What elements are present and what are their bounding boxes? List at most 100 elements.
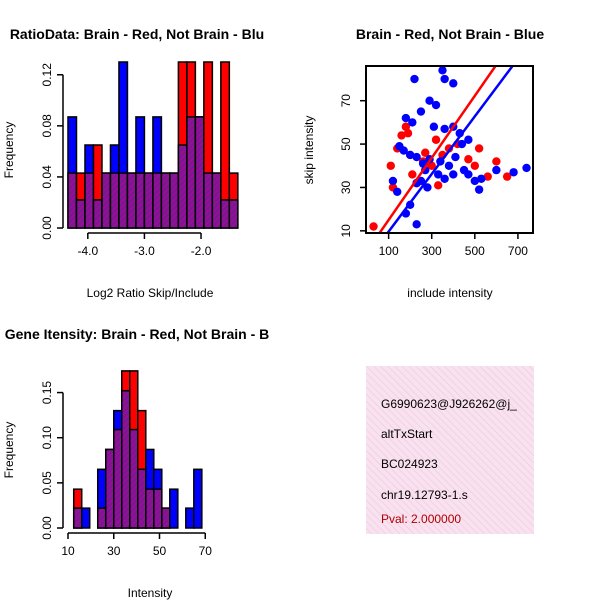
overlap-bar (135, 172, 146, 229)
points-group (369, 66, 531, 233)
scatter-point (369, 222, 378, 231)
overlap-bar (72, 507, 83, 529)
scatter-point (431, 100, 441, 110)
overlap-bar (169, 172, 180, 229)
overlap-bar (101, 172, 112, 229)
overlap-bar (153, 488, 163, 529)
overlap-bar (126, 172, 137, 229)
overlap-bar (152, 172, 163, 229)
y-tick-label: 30 (339, 180, 353, 194)
histogram-bar (185, 507, 195, 529)
scatter-point (477, 174, 486, 183)
histogram-bar (80, 507, 91, 529)
y-tick-label: 0.00 (40, 516, 54, 540)
scatter-point (412, 152, 421, 162)
overlap-bar (228, 199, 239, 229)
x-tick-label: 10 (61, 544, 75, 558)
scatter-point (416, 107, 426, 116)
overlap-bar (160, 172, 171, 229)
fit-line (378, 66, 498, 233)
y-tick-label: 70 (339, 94, 353, 108)
scatter-point (464, 155, 473, 164)
overlap-bar (220, 199, 231, 229)
plot-frame (365, 65, 534, 234)
overlap-bar (92, 199, 103, 229)
scatter-point (431, 135, 441, 144)
scatter-point (433, 181, 443, 190)
x-axis-label: Log2 Ratio Skip/Include (87, 286, 214, 300)
scatter-point (397, 131, 406, 140)
overlap-bar (84, 172, 95, 229)
bars-group (72, 370, 203, 529)
scatter-point (403, 129, 413, 138)
y-tick-label: 0.05 (40, 471, 54, 495)
info-box: G6990623@J926262@j_ altTxStart BC024923 … (366, 366, 534, 534)
x-tick-label: -4.0 (77, 244, 98, 258)
overlap-bar (203, 172, 214, 229)
scatter-point (449, 79, 458, 88)
ratio-histogram-panel: RatioData: Brain - Red, Not Brain - Blu … (2, 26, 264, 300)
scatter-point (464, 170, 473, 179)
overlap-bar (161, 507, 171, 529)
scatter-point (429, 122, 439, 131)
scatter-point (522, 163, 531, 173)
overlap-bar (137, 468, 147, 529)
y-tick-label: 0.08 (40, 114, 54, 138)
scatter-point (408, 170, 417, 179)
y-tick-label: 10 (339, 224, 353, 238)
scatter-point (399, 146, 408, 155)
scatter-point (470, 176, 480, 186)
scatter-point (425, 96, 434, 105)
scatter-point (492, 157, 501, 166)
scatter-point (502, 172, 512, 181)
fit-line (386, 66, 515, 233)
pval-text: Pval: 2.000000 (381, 512, 461, 526)
axes-group: 100 300 500 700 10 30 50 70 (339, 65, 534, 258)
x-tick-label: 50 (153, 544, 167, 558)
scatter-point (405, 150, 415, 160)
info-line: chr19.12793-1.s (381, 488, 468, 502)
axes-group: -4.0 -3.0 -2.0 0.00 0.04 0.08 0.12 (40, 63, 212, 258)
scatter-point (474, 185, 484, 194)
y-tick-label: 0.12 (40, 63, 54, 87)
overlap-bar (75, 199, 86, 229)
chart-title: RatioData: Brain - Red, Not Brain - Blu (10, 26, 264, 42)
scatter-point (388, 176, 398, 186)
scatter-point (492, 165, 501, 175)
overlap-bar (129, 428, 139, 529)
info-line: G6990623@J926262@j_ (381, 397, 517, 411)
scatter-point (401, 113, 411, 123)
scatter-point (421, 148, 430, 157)
overlap-bar (96, 507, 107, 529)
chart-title: Gene Itensity: Brain - Red, Not Brain - … (5, 326, 269, 342)
x-tick-label: 70 (199, 544, 213, 558)
scatter-point (410, 74, 419, 84)
x-tick-label: -3.0 (134, 244, 155, 258)
scatter-point (440, 74, 449, 84)
scatter-point (483, 172, 492, 181)
overlap-bar (194, 116, 205, 229)
histogram-bar (193, 468, 203, 529)
x-tick-label: 500 (465, 244, 485, 258)
overlap-bar (211, 172, 222, 229)
histogram-bar (169, 488, 179, 529)
x-tick-label: 30 (107, 544, 121, 558)
scatter-point (401, 122, 411, 131)
axes-group: 10 30 50 70 0.00 0.05 0.10 0.15 (40, 381, 212, 558)
x-axis-label: Intensity (128, 586, 173, 600)
y-axis-label: skip intensity (302, 116, 316, 185)
info-box-background (366, 366, 534, 534)
scatter-point (393, 187, 402, 196)
overlap-bar (177, 144, 188, 229)
scatter-point (457, 139, 467, 149)
scatter-point (412, 220, 421, 229)
y-tick-label: 50 (339, 137, 353, 151)
overlap-bar (109, 172, 120, 229)
x-tick-label: 300 (422, 244, 442, 258)
scatter-point (438, 66, 447, 75)
y-tick-label: 0.15 (40, 381, 54, 405)
overlap-bar (186, 116, 197, 229)
plot-area (369, 66, 531, 233)
scatter-point (440, 124, 449, 134)
